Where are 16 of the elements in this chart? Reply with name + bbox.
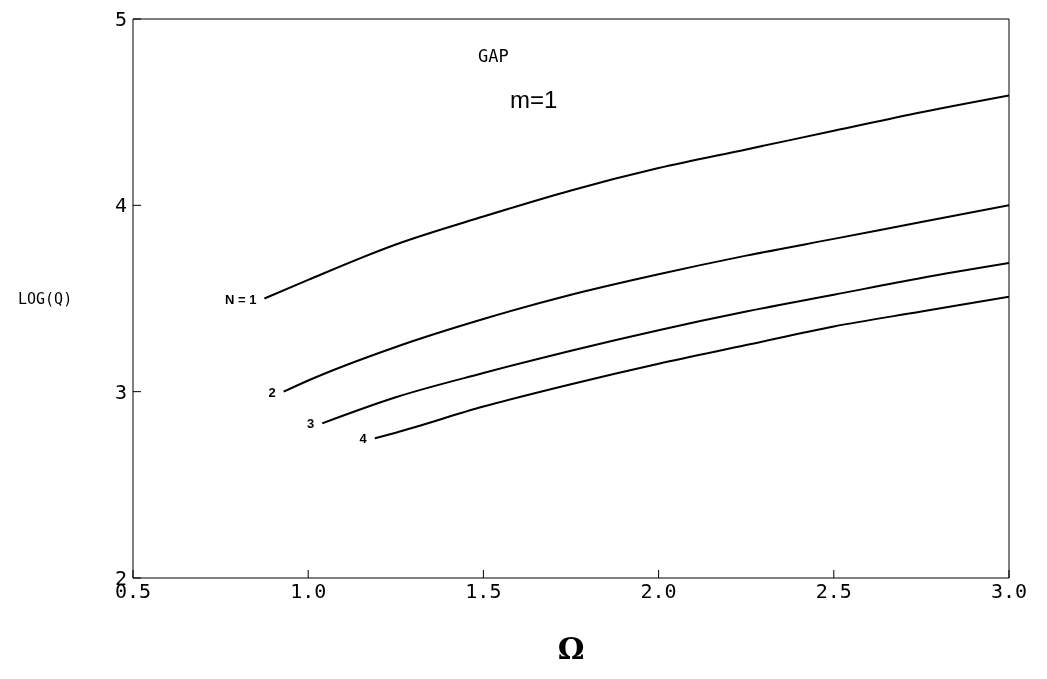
x-axis-title: Ω [557, 631, 585, 667]
x-tick-label: 1.0 [290, 579, 327, 604]
series-label: 2 [268, 384, 276, 400]
annotation: m=1 [510, 86, 558, 114]
x-tick-label: 3.0 [990, 579, 1028, 604]
x-tick-label: 2.0 [640, 579, 677, 604]
y-axis-title: LOG(Q) [18, 289, 73, 308]
series-label: N = 1 [224, 291, 257, 307]
x-tick-label: 1.5 [465, 579, 502, 604]
text: GAP [478, 46, 509, 66]
x-tick-label: 2.5 [815, 579, 852, 604]
y-tick-label: 3 [114, 379, 127, 404]
y-tick-label: 5 [114, 7, 127, 32]
y-tick-label: 4 [114, 193, 127, 218]
series-label: 4 [359, 431, 368, 447]
series-label: 3 [306, 416, 315, 432]
